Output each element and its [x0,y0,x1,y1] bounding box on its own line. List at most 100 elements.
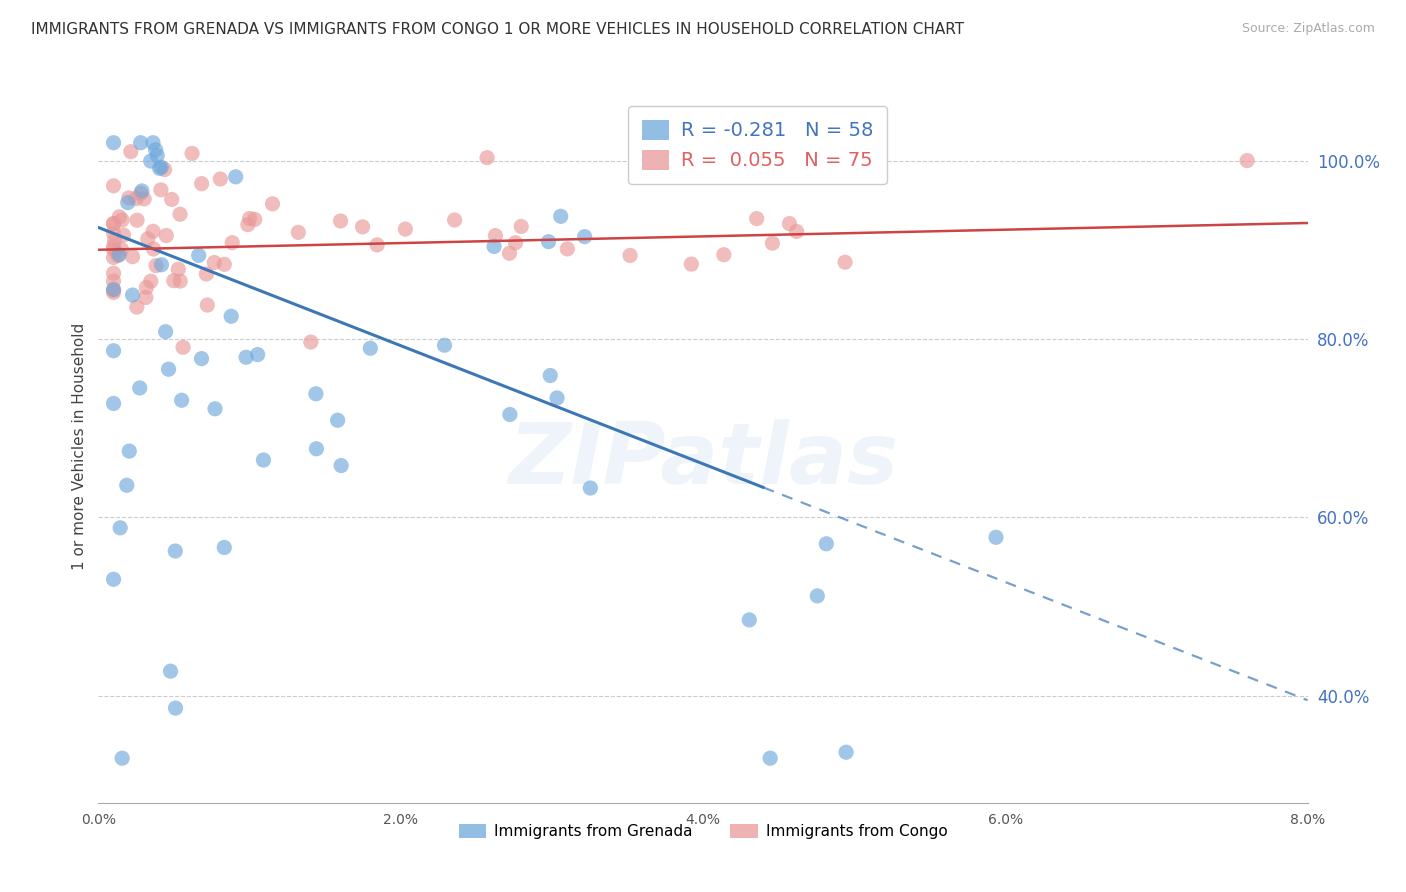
Point [510,219,533,234]
Point [111,213,134,227]
Point [115,478,138,492]
Point [484,228,506,243]
Point [170,393,193,408]
Point [135,291,157,305]
Point [120,145,142,159]
Point [129,186,152,201]
Point [125,192,148,206]
Point [433,338,456,352]
Text: ZIPatlas: ZIPatlas [508,418,898,502]
Point [118,444,141,458]
Point [761,236,783,251]
Legend: Immigrants from Grenada, Immigrants from Congo: Immigrants from Grenada, Immigrants from… [453,818,953,845]
Y-axis label: 1 or more Vehicles in Household: 1 or more Vehicles in Household [72,322,87,570]
Point [103,226,125,240]
Point [262,197,284,211]
Point [329,214,352,228]
Point [305,442,328,456]
Point [352,219,374,234]
Point [619,248,641,262]
Point [125,213,148,227]
Point [131,184,153,198]
Point [103,396,125,410]
Point [103,266,125,280]
Point [103,285,125,300]
Point [155,325,177,339]
Point [145,143,167,157]
Point [637,136,659,150]
Point [103,243,125,257]
Point [236,218,259,232]
Point [145,259,167,273]
Point [745,211,768,226]
Point [150,161,173,175]
Point [221,235,243,250]
Point [239,211,262,226]
Point [142,242,165,256]
Point [149,161,172,176]
Point [139,154,162,169]
Point [103,217,125,231]
Point [195,298,218,312]
Point [103,234,125,248]
Point [204,401,226,416]
Point [713,248,735,262]
Point [557,242,579,256]
Point [149,183,172,197]
Point [537,235,560,249]
Point [579,481,602,495]
Point [779,217,801,231]
Point [172,340,194,354]
Point [246,348,269,362]
Point [107,248,129,262]
Text: IMMIGRANTS FROM GRENADA VS IMMIGRANTS FROM CONGO 1 OR MORE VEHICLES IN HOUSEHOLD: IMMIGRANTS FROM GRENADA VS IMMIGRANTS FR… [31,22,965,37]
Point [759,751,782,765]
Point [681,257,703,271]
Point [117,195,139,210]
Point [108,210,131,224]
Point [505,235,527,250]
Point [142,224,165,238]
Point [103,343,125,358]
Point [219,310,242,324]
Point [786,224,808,238]
Point [498,246,520,260]
Point [103,239,125,253]
Point [135,280,157,294]
Point [160,193,183,207]
Point [112,228,135,243]
Point [299,334,322,349]
Point [118,191,141,205]
Point [165,701,187,715]
Point [209,172,232,186]
Point [167,262,190,277]
Point [475,151,498,165]
Point [103,572,125,586]
Point [190,177,212,191]
Point [125,300,148,314]
Point [139,274,162,288]
Point [108,521,131,535]
Point [499,408,522,422]
Point [153,162,176,177]
Point [482,239,505,253]
Point [169,274,191,288]
Point [366,238,388,252]
Point [235,351,257,365]
Point [155,228,177,243]
Point [806,589,828,603]
Point [134,192,156,206]
Point [103,217,125,231]
Point [214,257,236,271]
Point [103,136,125,150]
Point [394,222,416,236]
Point [546,391,568,405]
Point [110,243,132,257]
Point [103,251,125,265]
Point [252,453,274,467]
Point [984,530,1007,544]
Point [108,248,131,262]
Point [103,284,125,298]
Point [225,169,247,184]
Point [538,368,561,383]
